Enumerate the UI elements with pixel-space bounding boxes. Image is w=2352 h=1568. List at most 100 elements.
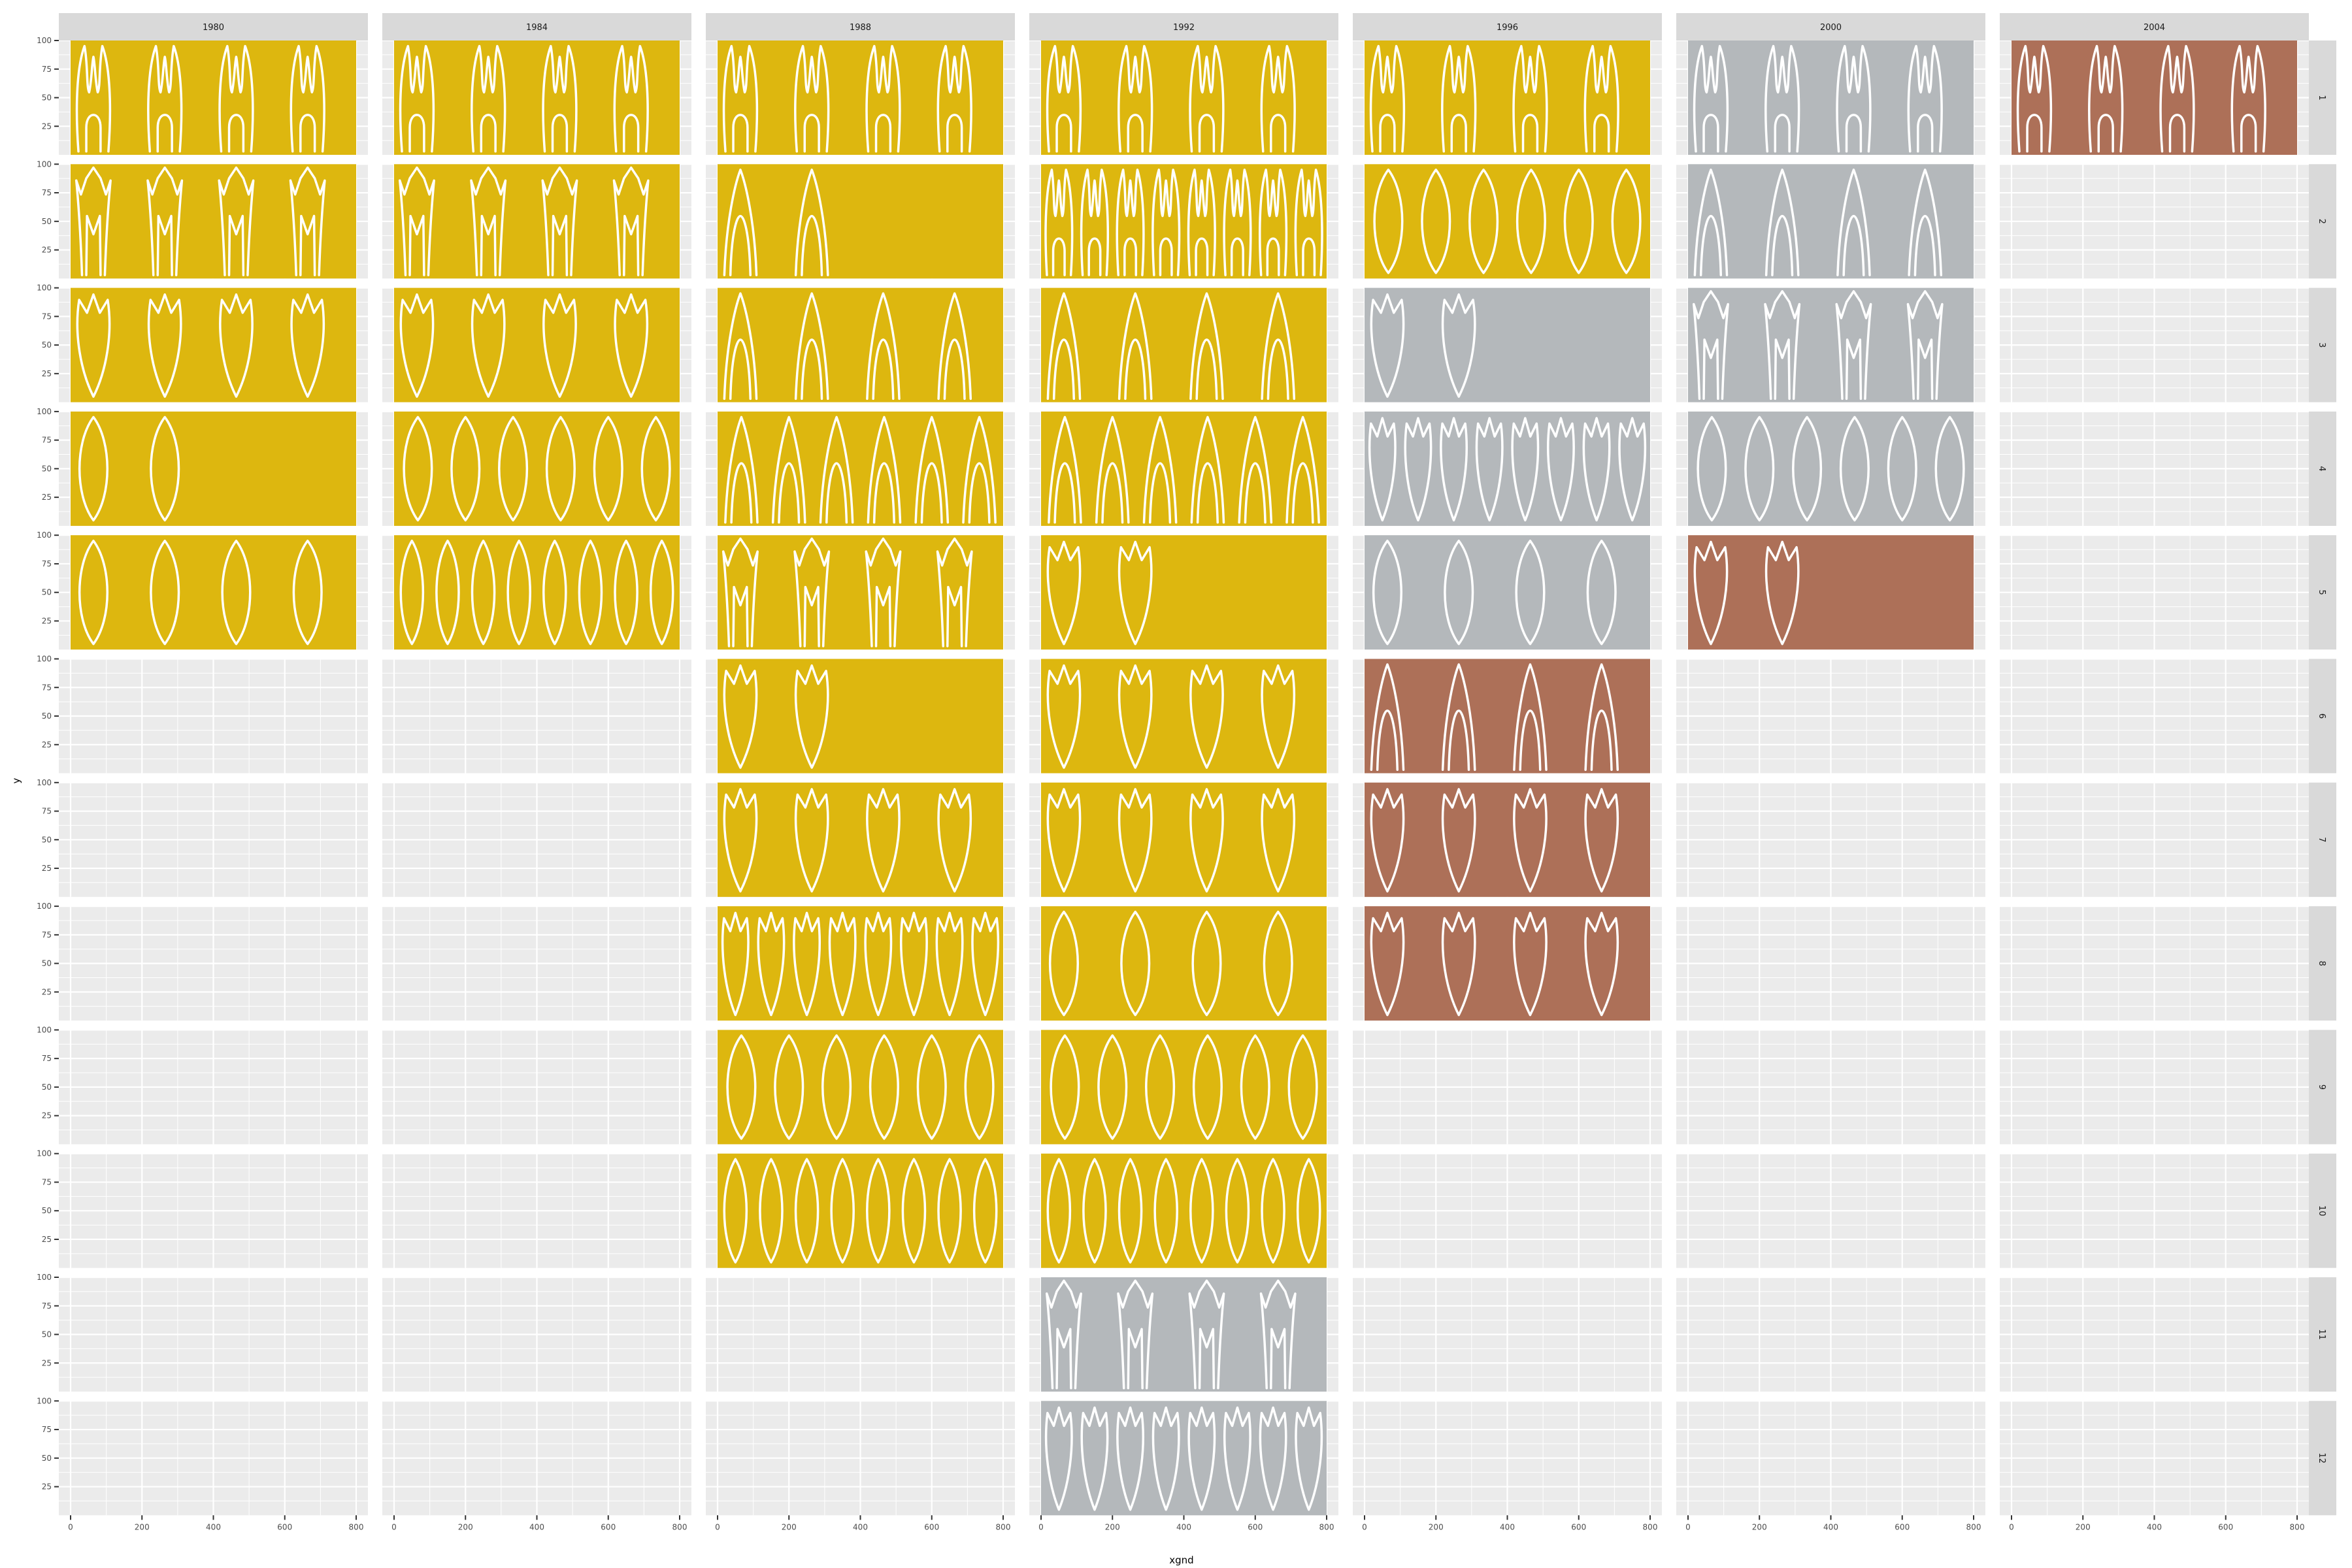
glyph-m-shape bbox=[722, 44, 759, 153]
panel-2004-12 bbox=[2000, 1400, 2309, 1516]
cell-fill-gold bbox=[718, 287, 1003, 402]
x-tick-label: 200 bbox=[1105, 1522, 1120, 1531]
row-strip-8 bbox=[2309, 906, 2336, 1021]
row-strip-3 bbox=[2309, 287, 2336, 402]
glyph-m-shape bbox=[1512, 44, 1548, 153]
glyph-m-shape bbox=[2159, 44, 2195, 153]
glyph-tulip bbox=[1261, 788, 1296, 893]
glyph-tulip bbox=[1513, 911, 1548, 1017]
cell-fill-gold bbox=[1041, 1030, 1327, 1145]
x-tick-label: 400 bbox=[206, 1522, 221, 1531]
glyph-tulip bbox=[1151, 1406, 1180, 1511]
y-tick-label: 50 bbox=[42, 959, 52, 968]
glyph-crown bbox=[470, 166, 507, 276]
panel-1996-11 bbox=[1353, 1276, 1662, 1392]
glyph-tulip bbox=[76, 293, 111, 398]
panel-1988-3 bbox=[706, 287, 1015, 402]
column-strip-1992 bbox=[1029, 13, 1338, 41]
glyph-oval bbox=[972, 1158, 998, 1264]
glyph-tulip bbox=[1584, 911, 1619, 1017]
y-tick-label: 100 bbox=[37, 655, 52, 664]
panel-1988-10 bbox=[706, 1152, 1015, 1268]
glyph-oval bbox=[1611, 169, 1642, 274]
glyph-tulip bbox=[1370, 788, 1405, 893]
glyph-tulip bbox=[1404, 417, 1433, 522]
glyph-crown bbox=[612, 166, 650, 276]
cell-fill-bronze bbox=[1365, 906, 1650, 1021]
panel-1992-5 bbox=[1029, 534, 1338, 650]
y-tick-label: 100 bbox=[37, 36, 52, 45]
glyph-arch bbox=[1189, 292, 1224, 400]
cell-fill-gold bbox=[1041, 782, 1327, 897]
panel-1980-7 bbox=[59, 781, 368, 897]
y-tick-label: 75 bbox=[42, 436, 52, 445]
x-tick-label: 400 bbox=[853, 1522, 868, 1531]
panel-1996-9 bbox=[1353, 1029, 1662, 1145]
column-strip-1984 bbox=[382, 13, 691, 41]
glyph-oval bbox=[1145, 1034, 1176, 1140]
panel-1992-2 bbox=[1029, 163, 1338, 279]
x-tick-label: 0 bbox=[1362, 1522, 1367, 1531]
cell-fill-silver bbox=[1688, 41, 1974, 155]
glyph-tulip bbox=[1044, 1406, 1073, 1511]
glyph-oval bbox=[1515, 539, 1546, 645]
glyph-crown bbox=[398, 166, 435, 276]
x-tick-label: 600 bbox=[601, 1522, 616, 1531]
glyph-arch bbox=[937, 292, 972, 400]
row-strip-label: 2 bbox=[2317, 219, 2327, 224]
glyph-m-shape bbox=[147, 44, 183, 153]
y-tick-label: 75 bbox=[42, 683, 52, 692]
panel-1980-8 bbox=[59, 905, 368, 1021]
glyph-m-shape bbox=[471, 44, 506, 153]
glyph-oval bbox=[1697, 416, 1727, 522]
row-strip-label: 5 bbox=[2317, 590, 2327, 595]
column-strip-label: 1980 bbox=[203, 23, 224, 33]
glyph-tulip bbox=[1618, 417, 1647, 522]
glyph-arch bbox=[914, 416, 950, 524]
glyph-tulip bbox=[1441, 293, 1476, 398]
glyph-arch bbox=[1238, 416, 1273, 524]
y-tick-label: 75 bbox=[42, 188, 52, 197]
cell-fill-gold bbox=[71, 41, 356, 155]
glyph-oval bbox=[1444, 539, 1474, 645]
glyph-m-shape bbox=[1369, 44, 1406, 153]
panel-1988-12 bbox=[706, 1400, 1015, 1516]
panel-2004-3 bbox=[2000, 287, 2309, 402]
row-strip-label: 1 bbox=[2317, 95, 2327, 100]
cell-fill-gold bbox=[718, 164, 1003, 279]
glyph-arch bbox=[866, 292, 901, 400]
glyph-oval bbox=[1372, 539, 1403, 645]
y-tick-label: 100 bbox=[37, 902, 52, 911]
column-strip-2004 bbox=[2000, 13, 2309, 41]
panel-1988-4 bbox=[706, 410, 1015, 526]
x-tick-label: 0 bbox=[68, 1522, 73, 1531]
y-tick-label: 25 bbox=[42, 864, 52, 873]
glyph-arch bbox=[1693, 169, 1729, 276]
glyph-tulip bbox=[1189, 788, 1224, 893]
panel-2004-1 bbox=[2000, 39, 2309, 155]
glyph-tulip bbox=[1223, 1406, 1251, 1511]
x-tick-label: 0 bbox=[715, 1522, 720, 1531]
y-tick-label: 75 bbox=[42, 1301, 52, 1311]
glyph-crown bbox=[721, 537, 759, 647]
glyph-tulip bbox=[900, 911, 928, 1017]
glyph-tulip bbox=[866, 788, 901, 893]
row-strip-2 bbox=[2309, 164, 2336, 279]
glyph-arch bbox=[1908, 169, 1943, 276]
cell-fill-gold bbox=[718, 535, 1003, 650]
panel-2000-9 bbox=[1676, 1029, 1985, 1145]
glyph-oval bbox=[1744, 416, 1775, 522]
glyph-oval bbox=[1191, 910, 1222, 1017]
row-strip-label: 6 bbox=[2317, 713, 2327, 719]
panel-2000-2 bbox=[1676, 163, 1985, 279]
glyph-oval bbox=[471, 539, 496, 645]
glyph-arch bbox=[1836, 169, 1871, 276]
glyph-tulip bbox=[1370, 911, 1405, 1017]
panel-1992-11 bbox=[1029, 1276, 1338, 1392]
glyph-oval bbox=[450, 416, 481, 522]
cell-fill-bronze bbox=[1688, 535, 1974, 650]
x-tick-label: 0 bbox=[1685, 1522, 1691, 1531]
cell-fill-gold bbox=[1365, 41, 1650, 155]
glyph-oval bbox=[1097, 1034, 1128, 1140]
